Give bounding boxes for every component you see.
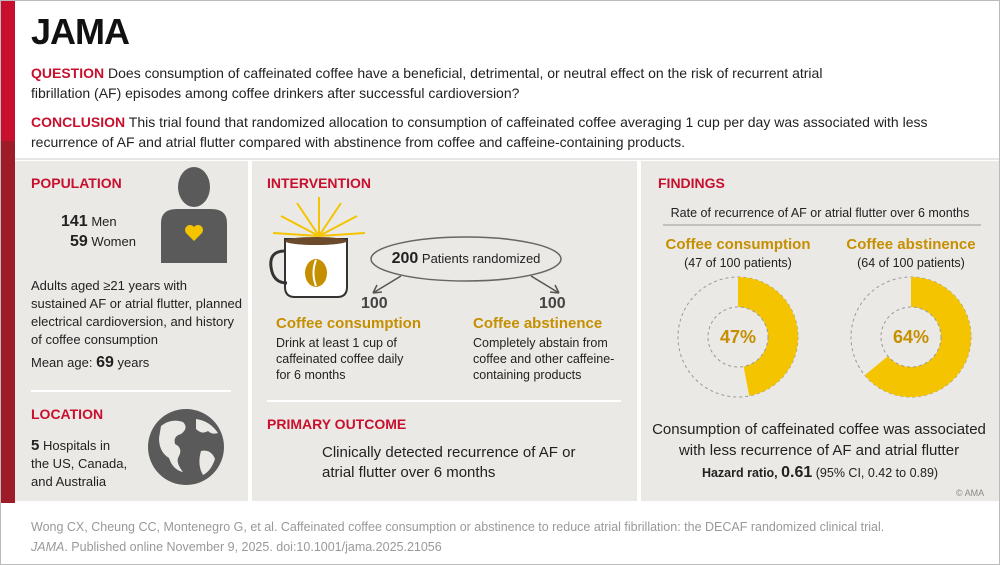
location-count: 5 — [31, 437, 40, 454]
men: 141 Men — [61, 213, 117, 231]
question: QUESTION Does consumption of caffeinated… — [31, 63, 861, 103]
donut-group: 47% 64% — [677, 276, 972, 398]
citation-line2: . Published online November 9, 2025. doi… — [64, 540, 442, 554]
findings-title: FINDINGS — [658, 175, 725, 191]
randomized: 200 Patients randomized — [371, 250, 561, 268]
intervention-title: INTERVENTION — [267, 175, 371, 191]
donut-label: 47% — [720, 327, 756, 347]
arrow — [372, 275, 402, 294]
donut-label: 64% — [893, 327, 929, 347]
conclusion-label: CONCLUSION — [31, 114, 126, 130]
person-icon — [161, 167, 227, 263]
intervention-panel — [252, 161, 637, 501]
hazard-ratio: Hazard ratio, 0.61 (95% CI, 0.42 to 0.89… — [641, 464, 999, 482]
donut-inner — [880, 306, 942, 368]
question-text: Does consumption of caffeinated coffee h… — [31, 65, 823, 101]
men-count: 141 — [61, 213, 88, 230]
group-detail: (47 of 100 patients) — [684, 256, 792, 270]
conclusion: CONCLUSION This trial found that randomi… — [31, 112, 966, 152]
group-detail: (64 of 100 patients) — [857, 256, 965, 270]
population-description: Adults aged ≥21 years with sustained AF … — [31, 278, 243, 347]
randomized-count: 200 — [391, 250, 419, 267]
coffee-mug-icon — [269, 197, 366, 298]
findings-subtitle: Rate of recurrence of AF or atrial flutt… — [670, 206, 970, 220]
donut-arc — [864, 277, 971, 398]
copyright: © AMA — [956, 488, 985, 498]
mean-age-unit: years — [117, 355, 150, 370]
globe-icon — [148, 409, 224, 485]
citation-line1: Wong CX, Cheung CC, Montenegro G, et al.… — [31, 520, 885, 534]
mean-age: Mean age: 69 years — [31, 354, 149, 372]
group-name: Coffee consumption — [665, 236, 811, 253]
group-name: Coffee abstinence — [846, 236, 976, 253]
donut-inner — [707, 306, 769, 368]
arm-name: Coffee abstinence — [473, 315, 603, 332]
arm-n: 100 — [539, 295, 566, 312]
hr-value: 0.61 — [781, 464, 813, 481]
red-stripe-dark — [1, 141, 15, 503]
hr-ci: (95% CI, 0.42 to 0.89) — [815, 466, 939, 480]
findings-panel — [641, 161, 999, 501]
arm-description: Completely abstain from coffee and other… — [473, 336, 615, 382]
men-label: Men — [91, 214, 117, 229]
women-count: 59 — [70, 233, 88, 250]
logo: JAMA — [31, 11, 130, 52]
red-stripe — [1, 1, 15, 141]
findings-summary: Consumption of caffeinated coffee was as… — [652, 421, 986, 459]
arrow — [530, 275, 560, 294]
location-description: Hospitals in the US, Canada, and Austral… — [31, 438, 128, 489]
outcome-title: PRIMARY OUTCOME — [267, 416, 407, 432]
women-label: Women — [91, 234, 136, 249]
location-text: 5 Hospitals in the US, Canada, and Austr… — [31, 437, 131, 491]
mean-age-value: 69 — [96, 354, 114, 371]
citation-journal: JAMA — [31, 540, 65, 554]
women: 59 Women — [70, 233, 136, 251]
citation: Wong CX, Cheung CC, Montenegro G, et al.… — [31, 517, 961, 557]
question-label: QUESTION — [31, 65, 105, 81]
arm-name: Coffee consumption — [276, 315, 421, 332]
randomized-ellipse — [370, 236, 562, 282]
randomized-label: Patients randomized — [421, 251, 541, 266]
arm-n: 100 — [361, 295, 388, 312]
arm-description: Drink at least 1 cup of caffeinated coff… — [276, 336, 404, 382]
population-title: POPULATION — [31, 175, 122, 191]
mean-age-label: Mean age: — [31, 355, 93, 370]
conclusion-text: This trial found that randomized allocat… — [31, 114, 928, 150]
outcome-text: Clinically detected recurrence of AF or … — [322, 444, 576, 481]
hr-label: Hazard ratio, — [701, 466, 778, 480]
location-title: LOCATION — [31, 406, 104, 422]
